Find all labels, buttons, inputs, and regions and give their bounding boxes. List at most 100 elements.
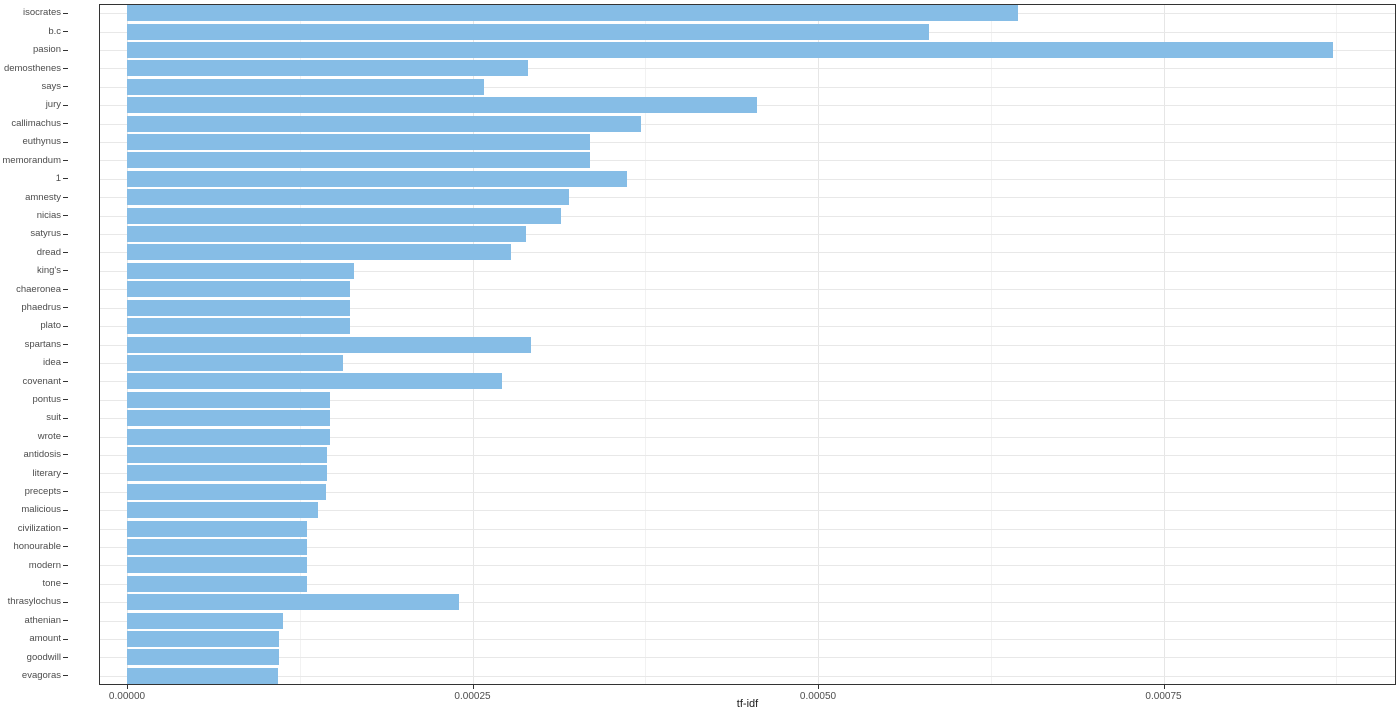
y-tick-mark bbox=[63, 528, 68, 530]
bar bbox=[127, 299, 350, 316]
row-gridline bbox=[100, 307, 1395, 309]
plot-cell bbox=[99, 354, 1396, 372]
y-tick-mark bbox=[63, 49, 68, 51]
bar bbox=[127, 667, 278, 684]
y-tick-mark bbox=[63, 288, 68, 290]
bar bbox=[127, 262, 354, 279]
y-axis-cell: pontus bbox=[0, 391, 99, 409]
row-gridline bbox=[100, 565, 1395, 567]
bar bbox=[127, 483, 326, 500]
plot-cell bbox=[99, 648, 1396, 666]
plot-cell bbox=[99, 409, 1396, 427]
y-axis-cell: b.c bbox=[0, 22, 99, 40]
y-axis-label: pontus bbox=[32, 393, 61, 405]
bar bbox=[127, 502, 318, 519]
y-axis-cell: antidosis bbox=[0, 446, 99, 464]
y-axis-cell: chaeronea bbox=[0, 280, 99, 298]
y-axis-cell: king's bbox=[0, 262, 99, 280]
chart-row: idea bbox=[0, 354, 1396, 372]
plot-cell bbox=[99, 96, 1396, 114]
y-axis-cell: covenant bbox=[0, 372, 99, 390]
y-tick-mark bbox=[63, 564, 68, 566]
y-axis-cell: phaedrus bbox=[0, 299, 99, 317]
minor-gridline bbox=[645, 4, 647, 685]
y-axis-label: memorandum bbox=[2, 154, 61, 166]
chart-row: amnesty bbox=[0, 188, 1396, 206]
chart-row: plato bbox=[0, 317, 1396, 335]
row-gridline bbox=[100, 68, 1395, 70]
y-tick-mark bbox=[63, 675, 68, 677]
bar bbox=[127, 391, 331, 408]
row-gridline bbox=[100, 289, 1395, 291]
bar bbox=[127, 226, 527, 243]
row-gridline bbox=[100, 639, 1395, 641]
bar bbox=[127, 410, 331, 427]
row-gridline bbox=[100, 473, 1395, 475]
plot-cell bbox=[99, 335, 1396, 353]
row-gridline bbox=[100, 546, 1395, 548]
bar bbox=[127, 465, 328, 482]
bar bbox=[127, 281, 350, 298]
row-gridline bbox=[100, 123, 1395, 125]
plot-cell bbox=[99, 188, 1396, 206]
x-tick-label: 0.00050 bbox=[799, 691, 837, 702]
y-axis-label: satyrus bbox=[30, 228, 61, 240]
row-gridline bbox=[100, 418, 1395, 420]
y-tick-mark bbox=[63, 491, 68, 493]
y-axis-cell: literary bbox=[0, 464, 99, 482]
y-tick-mark bbox=[63, 436, 68, 438]
plot-cell bbox=[99, 151, 1396, 169]
chart-row: memorandum bbox=[0, 151, 1396, 169]
chart-row: evagoras bbox=[0, 667, 1396, 685]
y-axis-cell: callimachus bbox=[0, 114, 99, 132]
x-tick-label: 0.00000 bbox=[108, 691, 146, 702]
row-gridline bbox=[100, 583, 1395, 585]
plot-cell bbox=[99, 114, 1396, 132]
y-axis-cell: modern bbox=[0, 556, 99, 574]
chart-row: tone bbox=[0, 575, 1396, 593]
chart-row: phaedrus bbox=[0, 299, 1396, 317]
row-gridline bbox=[100, 602, 1395, 604]
y-tick-mark bbox=[63, 509, 68, 511]
row-gridline bbox=[100, 326, 1395, 328]
y-tick-mark bbox=[63, 399, 68, 401]
y-axis-label: precepts bbox=[24, 486, 61, 498]
y-axis-label: callimachus bbox=[11, 117, 61, 129]
row-gridline bbox=[100, 344, 1395, 346]
y-axis-cell: civilization bbox=[0, 519, 99, 537]
plot-cell bbox=[99, 317, 1396, 335]
y-axis-label: modern bbox=[28, 559, 61, 571]
bar bbox=[127, 189, 570, 206]
y-axis-cell: evagoras bbox=[0, 667, 99, 685]
y-axis-label: king's bbox=[37, 265, 61, 277]
bar bbox=[127, 446, 328, 463]
bar bbox=[127, 575, 307, 592]
bar bbox=[127, 60, 528, 77]
chart-row: b.c bbox=[0, 22, 1396, 40]
plot-cell bbox=[99, 170, 1396, 188]
row-gridline bbox=[100, 197, 1395, 199]
y-tick-mark bbox=[63, 325, 68, 327]
chart-row: antidosis bbox=[0, 446, 1396, 464]
chart-row: wrote bbox=[0, 427, 1396, 445]
y-tick-mark bbox=[63, 251, 68, 253]
y-tick-mark bbox=[63, 31, 68, 33]
y-tick-mark bbox=[63, 601, 68, 603]
y-tick-mark bbox=[63, 454, 68, 456]
bar bbox=[127, 557, 307, 574]
y-tick-mark bbox=[63, 123, 68, 125]
bar bbox=[127, 649, 280, 666]
plot-cell bbox=[99, 501, 1396, 519]
y-tick-mark bbox=[63, 620, 68, 622]
y-axis-cell: nicias bbox=[0, 206, 99, 224]
minor-gridline bbox=[1336, 4, 1338, 685]
y-axis-cell: says bbox=[0, 78, 99, 96]
y-tick-mark bbox=[63, 307, 68, 309]
y-tick-mark bbox=[63, 159, 68, 161]
y-axis-cell: jury bbox=[0, 96, 99, 114]
plot-cell bbox=[99, 556, 1396, 574]
plot-cell bbox=[99, 667, 1396, 685]
row-gridline bbox=[100, 381, 1395, 383]
plot-cell bbox=[99, 538, 1396, 556]
